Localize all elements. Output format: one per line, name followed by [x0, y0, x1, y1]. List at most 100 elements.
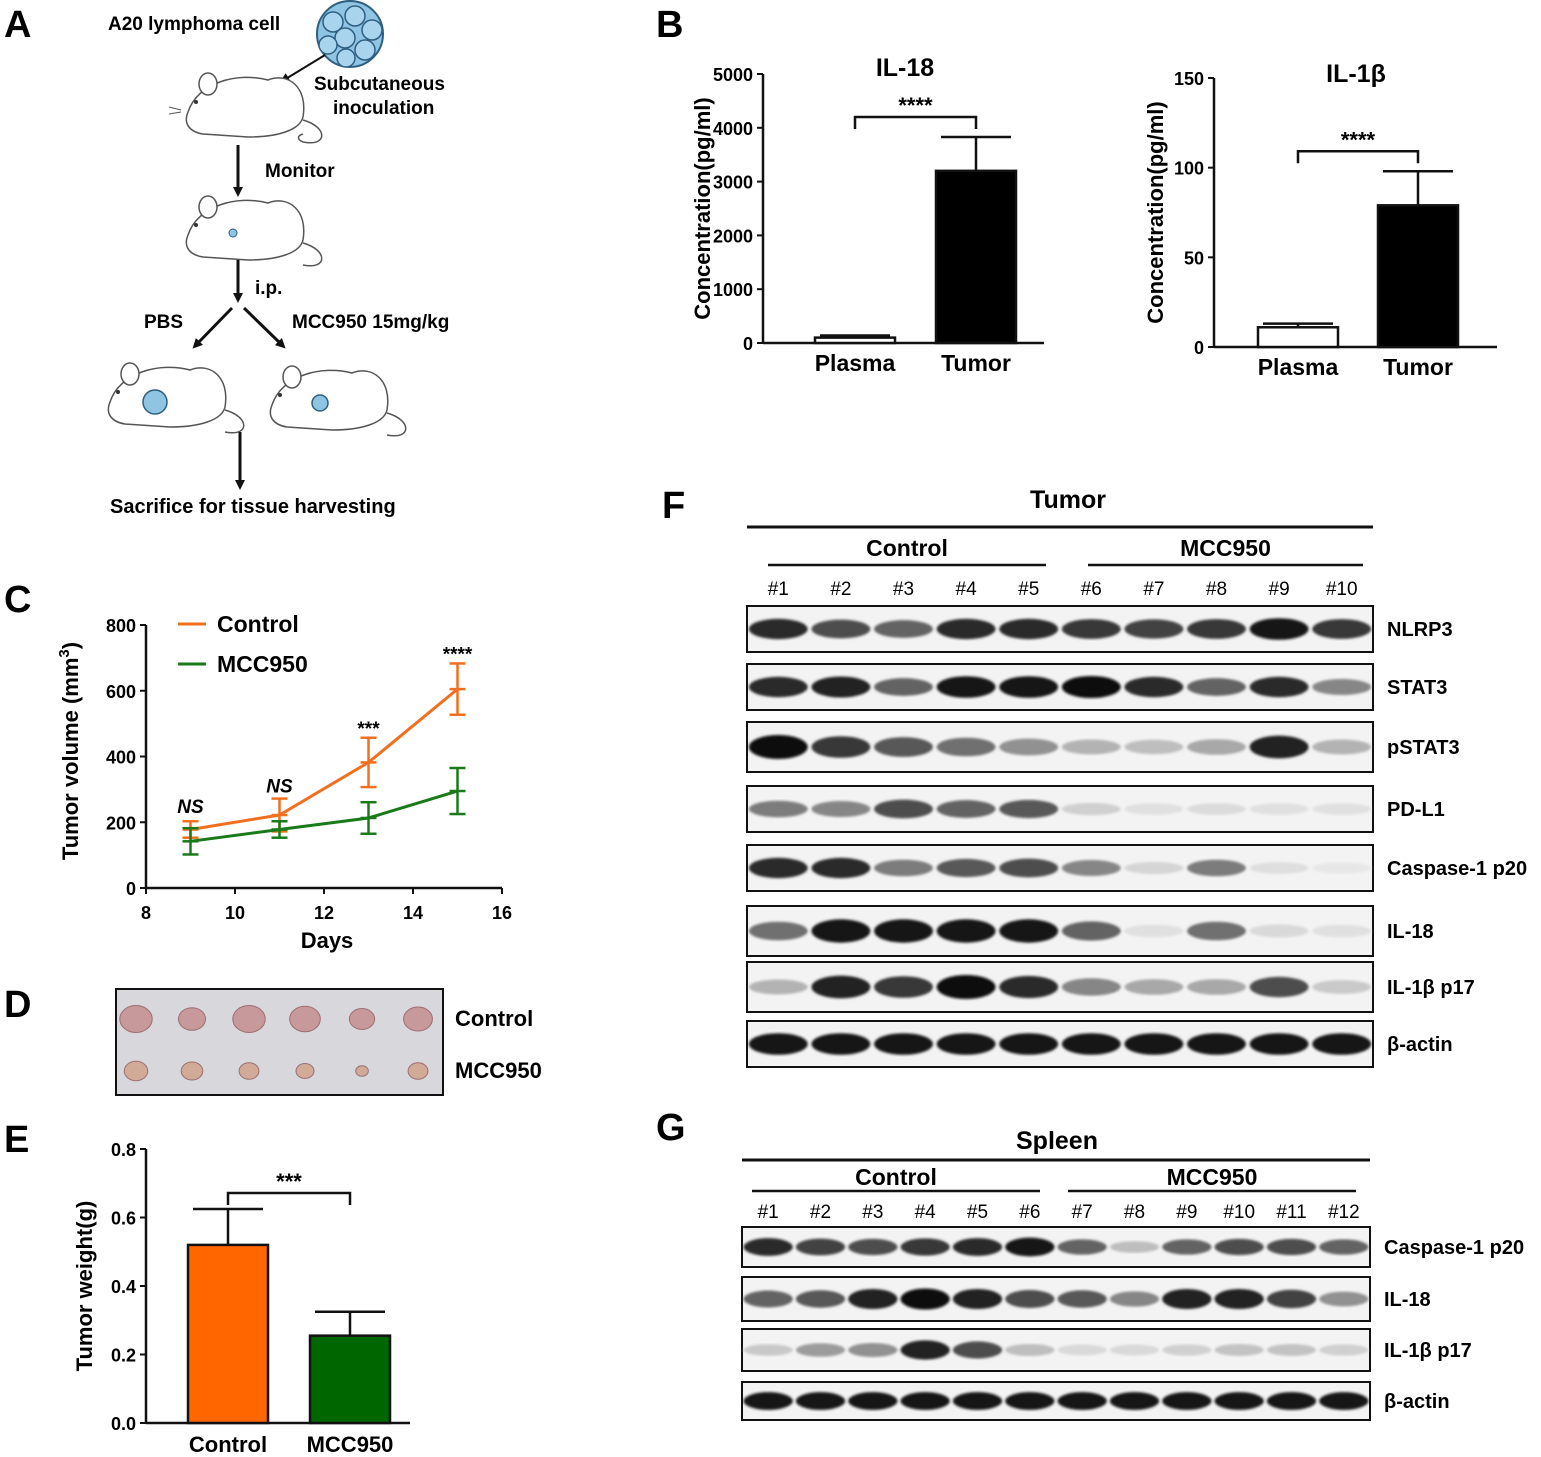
- protein-band: [1249, 1033, 1309, 1055]
- legend-label: MCC950: [217, 651, 308, 677]
- protein-band: [874, 678, 933, 696]
- bar: [934, 169, 1018, 345]
- blot-title: Spleen: [1016, 1127, 1098, 1155]
- mcc-arrow: [242, 306, 286, 349]
- protein-band: [1124, 739, 1184, 755]
- protein-band: [1249, 735, 1309, 759]
- mouse-illustration-1: [168, 72, 323, 144]
- blot-row-label: STAT3: [1387, 677, 1447, 699]
- significance-stars: ****: [1341, 127, 1376, 152]
- significance-annotation: ****: [443, 645, 473, 666]
- blot-group-label: Control: [855, 1164, 937, 1190]
- lane-label: #9: [1176, 1202, 1197, 1223]
- protein-band: [1249, 862, 1309, 874]
- y-tick-label: 800: [106, 616, 136, 636]
- protein-band: [1214, 1288, 1264, 1310]
- x-tick-label: 16: [492, 903, 512, 923]
- protein-band: [748, 735, 808, 759]
- protein-band: [1109, 1241, 1160, 1253]
- blot-group-label: MCC950: [1180, 535, 1271, 561]
- ip-label: i.p.: [255, 278, 282, 299]
- schematic-panel: A20 lymphoma cell Subcutaneous inoculati…: [107, 0, 449, 518]
- protein-band: [1005, 1392, 1055, 1410]
- protein-band: [874, 737, 933, 757]
- pbs-label: PBS: [144, 312, 183, 333]
- protein-band: [1124, 1033, 1184, 1055]
- protein-band: [1312, 803, 1372, 815]
- tumor-sample: [289, 1005, 321, 1033]
- panel-letter-e: E: [4, 1119, 29, 1161]
- lane-label: #5: [967, 1202, 988, 1223]
- protein-band: [1249, 976, 1309, 998]
- protein-band: [1162, 1392, 1212, 1410]
- blot-row-label: Caspase-1 p20: [1387, 858, 1527, 880]
- y-tick-label: 50: [1184, 248, 1204, 268]
- bar: [813, 336, 897, 345]
- protein-band: [1312, 1033, 1372, 1055]
- protein-band: [1124, 861, 1184, 875]
- protein-band: [1005, 1290, 1055, 1308]
- tumor-sample: [238, 1062, 260, 1080]
- blot-row-label: pSTAT3: [1387, 737, 1460, 759]
- monitor-label: Monitor: [265, 161, 335, 182]
- lane-label: #5: [1018, 579, 1039, 600]
- significance-stars: ***: [276, 1169, 302, 1194]
- protein-band: [1249, 924, 1309, 938]
- blot-strip: [741, 1276, 1371, 1322]
- blot-group-label: MCC950: [1167, 1164, 1258, 1190]
- lane-label: #8: [1124, 1202, 1145, 1223]
- protein-band: [1319, 1239, 1369, 1255]
- x-axis-label: Days: [301, 928, 354, 953]
- protein-band: [748, 800, 808, 818]
- significance-bracket: [226, 1191, 352, 1205]
- panel-letter-g: G: [656, 1107, 686, 1149]
- y-tick-label: 0: [743, 334, 753, 354]
- y-tick-label: 0: [126, 879, 136, 899]
- panel-letter-f: F: [662, 485, 685, 527]
- protein-band: [811, 676, 871, 698]
- bar: [186, 1243, 270, 1425]
- cell-cluster-illustration: [316, 0, 384, 68]
- y-axis-label: Concentration(pg/ml): [1143, 101, 1168, 323]
- protein-band: [811, 736, 871, 758]
- protein-band: [936, 737, 996, 757]
- lane-label: #2: [810, 1202, 831, 1223]
- il18-concentration-chart: 0 1000 2000 3000 4000 5000 IL-18 Concentration(…: [690, 54, 1044, 376]
- y-axis-label: Tumor volume (mm3): [56, 642, 83, 860]
- protein-band: [1061, 859, 1121, 877]
- protein-band: [936, 858, 996, 878]
- protein-band: [1061, 675, 1121, 699]
- protein-band: [811, 619, 871, 639]
- photo-row-label: Control: [455, 1006, 533, 1031]
- protein-band: [1312, 739, 1372, 755]
- bar: [1376, 204, 1460, 349]
- protein-band: [748, 921, 808, 941]
- protein-band: [1057, 1290, 1107, 1308]
- inoculation-label-1: Subcutaneous: [314, 74, 445, 95]
- protein-band: [1057, 1392, 1107, 1410]
- protein-band: [1124, 924, 1184, 938]
- lane-label: #7: [1072, 1202, 1093, 1223]
- protein-band: [1109, 1344, 1160, 1356]
- y-tick-label: 150: [1174, 69, 1204, 89]
- lane-label: #1: [768, 579, 789, 600]
- protein-band: [900, 1238, 950, 1256]
- protein-band: [743, 1344, 793, 1356]
- lane-label: #3: [862, 1202, 883, 1223]
- protein-band: [1312, 619, 1372, 639]
- mouse-illustration-pbs: [107, 362, 245, 434]
- protein-band: [748, 676, 808, 698]
- blot-row-label: IL-1β p17: [1384, 1340, 1472, 1362]
- protein-band: [999, 676, 1059, 698]
- protein-band: [811, 1033, 871, 1055]
- lane-label: #6: [1019, 1202, 1040, 1223]
- protein-band: [748, 979, 808, 995]
- tumor-sample: [119, 1005, 153, 1033]
- protein-band: [1187, 803, 1246, 815]
- x-tick-label: 12: [314, 903, 334, 923]
- series-line: [190, 687, 459, 831]
- y-tick-label: 0.4: [111, 1277, 136, 1297]
- blot-title: Tumor: [1030, 486, 1106, 514]
- sacrifice-label: Sacrifice for tissue harvesting: [110, 496, 396, 518]
- protein-band: [999, 975, 1059, 999]
